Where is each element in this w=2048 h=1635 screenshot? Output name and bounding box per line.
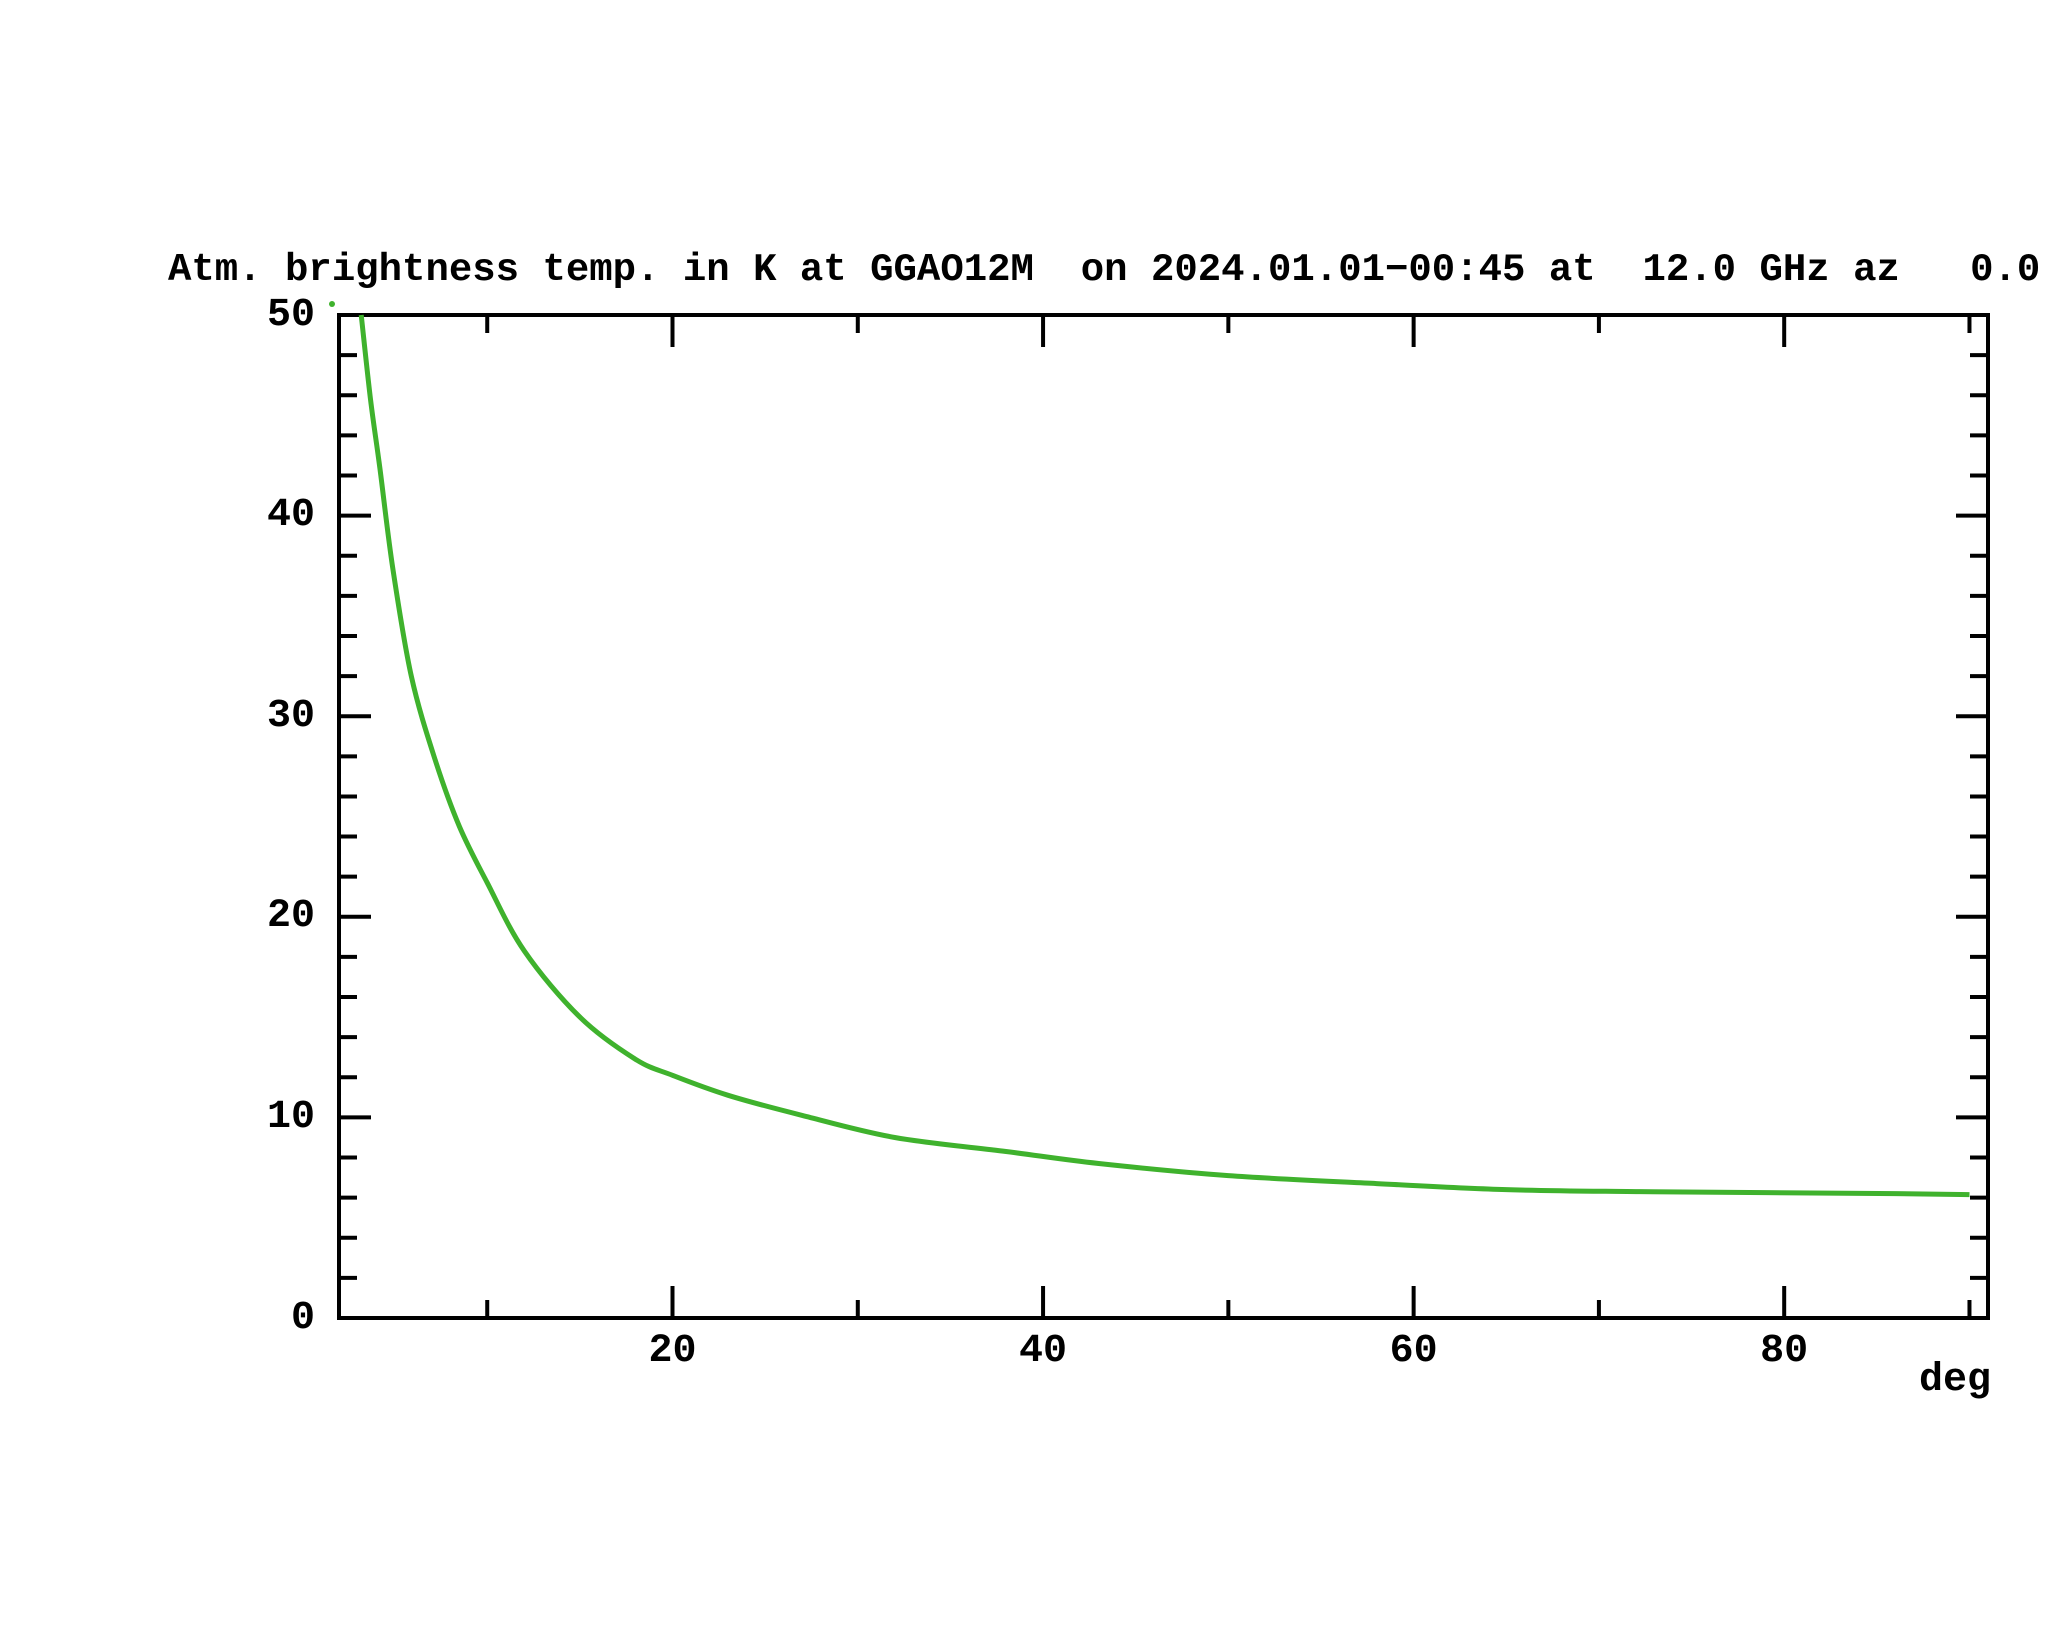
y-tick-label: 50 <box>266 292 315 338</box>
x-tick-label: 40 <box>1019 1329 1068 1374</box>
x-tick-label: 60 <box>1389 1329 1438 1374</box>
chart-title: Atm. brightness temp. in K at GGAO12M on… <box>168 248 2041 292</box>
y-tick-label: 40 <box>266 493 315 539</box>
x-tick-label: 20 <box>648 1329 697 1374</box>
temperature-curve <box>358 314 1970 1198</box>
x-tick-label: 80 <box>1760 1329 1809 1374</box>
y-tick-label: 30 <box>266 693 315 739</box>
y-tick-label: 10 <box>266 1094 315 1140</box>
x-axis-unit-label: deg <box>1918 1358 1991 1403</box>
y-tick-label: 0 <box>290 1295 315 1341</box>
curve-artifact-dot <box>329 301 335 307</box>
plot-frame <box>337 313 1990 1320</box>
y-tick-label: 20 <box>266 894 315 940</box>
